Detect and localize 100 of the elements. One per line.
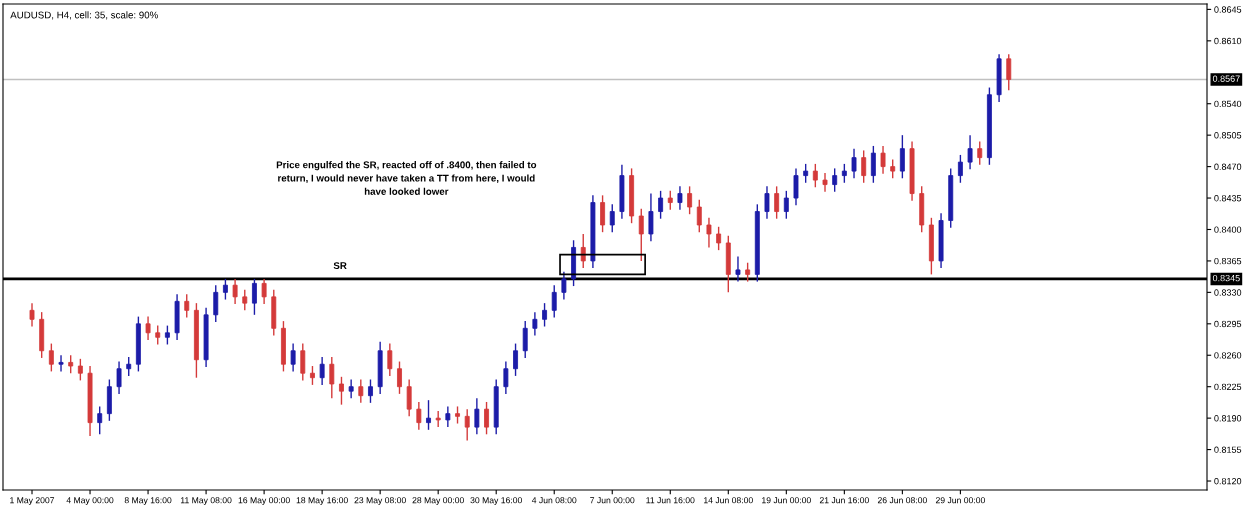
candlestick (503, 360, 509, 395)
candlestick (870, 145, 876, 184)
annotation: SR (333, 262, 347, 270)
text: 0.8155 (1214, 446, 1242, 453)
candlestick (812, 163, 818, 188)
candlestick (667, 190, 673, 211)
candlestick (957, 154, 963, 184)
candlestick (880, 145, 886, 175)
text: 0.8260 (1214, 352, 1242, 359)
candlestick (899, 134, 905, 179)
candlestick (687, 185, 693, 215)
candlestick (126, 356, 132, 377)
candlestick (832, 167, 838, 193)
candlestick (368, 378, 373, 404)
x-tick-label: 18 May 16:00 (296, 497, 348, 505)
text: 0.8295 (1214, 320, 1242, 328)
candlestick (310, 365, 315, 386)
candlestick (397, 360, 402, 395)
candlestick (445, 405, 451, 428)
candlestick (706, 217, 712, 249)
candlestick (822, 172, 828, 193)
candlestick (251, 278, 257, 316)
candlestick (329, 356, 335, 400)
x-tick-label: 28 May 00:00 (412, 497, 464, 505)
candlestick (261, 278, 267, 305)
x-tick-label: 29 Jun 00:00 (935, 497, 985, 504)
candlestick (242, 288, 248, 312)
candlestick (97, 405, 103, 435)
candlestick (551, 284, 557, 319)
text: 0.8225 (1214, 383, 1242, 391)
candlestick (764, 185, 770, 220)
candlestick (339, 376, 344, 406)
x-tick-label: 8 May 16:00 (124, 497, 172, 505)
candlestick (745, 262, 751, 283)
x-tick-label: 21 Jun 16:00 (819, 497, 869, 504)
candlestick (977, 140, 983, 166)
candlestick (522, 320, 528, 359)
candlestick (600, 194, 606, 233)
candlestick (658, 190, 664, 220)
candlestick (735, 255, 741, 283)
candlestick (58, 354, 64, 373)
candlestick (145, 315, 151, 341)
candlestick (580, 233, 586, 269)
candlestick (426, 399, 431, 431)
candlestick (358, 378, 364, 404)
candlestick (232, 278, 238, 305)
candlestick (387, 342, 393, 377)
x-tick-label: 11 May 08:00 (180, 497, 232, 505)
ref-line-label: 0.8567 (1212, 75, 1240, 82)
text: 0.8330 (1214, 289, 1242, 296)
candlestick (416, 401, 422, 431)
candlestick (222, 278, 228, 301)
candlestick (474, 397, 480, 435)
text: 0.8645 (1214, 6, 1242, 13)
candlestick (783, 190, 789, 220)
candlestick (184, 293, 190, 319)
x-tick-label: 19 Jun 00:00 (762, 497, 811, 504)
text: 0.8190 (1214, 415, 1242, 422)
text: 0.8365 (1214, 257, 1242, 265)
candlestick (1006, 53, 1012, 91)
candlestick (300, 342, 306, 382)
candlestick (406, 378, 412, 418)
candlestick (464, 408, 470, 442)
candlestick (319, 356, 325, 386)
candlestick (29, 302, 35, 328)
candlestick (638, 208, 644, 262)
candlestick (803, 163, 809, 184)
candlestick (532, 311, 538, 337)
ref-line-label: 0.8345 (1212, 274, 1240, 282)
x-tick-label: 26 Jun 08:00 (877, 497, 927, 504)
candlestick (435, 410, 441, 428)
candlestick (348, 378, 354, 400)
x-tick-label: 11 Jun 16:00 (646, 497, 695, 504)
candlestick (561, 271, 567, 301)
annotation: Price engulfed the SR, reacted off of .8400, then failed to return, I would never have taken a TT from here, I would have looked lower (276, 161, 537, 195)
candlestick (648, 192, 654, 242)
candlestick (861, 149, 867, 184)
candlestick (164, 324, 170, 346)
candlestick (77, 358, 83, 382)
text: AUDUSD, H4, cell: 35, scale: 90% (10, 11, 158, 20)
candlestick (513, 342, 518, 377)
candlestick (851, 147, 857, 179)
candlestick (484, 401, 489, 435)
text: 0.8435 (1214, 195, 1242, 202)
text: 0.8120 (1214, 477, 1242, 485)
x-tick-label: 16 May 00:00 (238, 497, 290, 505)
x-tick-label: 30 May 16:00 (470, 497, 522, 505)
text: 0.8505 (1214, 132, 1242, 139)
candlestick (116, 360, 122, 395)
candlestick (48, 342, 54, 373)
text: 0.8470 (1214, 163, 1242, 170)
x-tick-label: 1 May 2007 (10, 497, 55, 505)
candlestick (542, 302, 548, 328)
candlestick (716, 226, 722, 251)
candlestick (609, 203, 615, 233)
candlestick (967, 134, 973, 170)
candlestick (890, 158, 896, 179)
x-tick-label: 4 Jun 08:00 (531, 497, 577, 504)
candlestick (696, 199, 702, 233)
text: 0.8540 (1214, 100, 1242, 108)
